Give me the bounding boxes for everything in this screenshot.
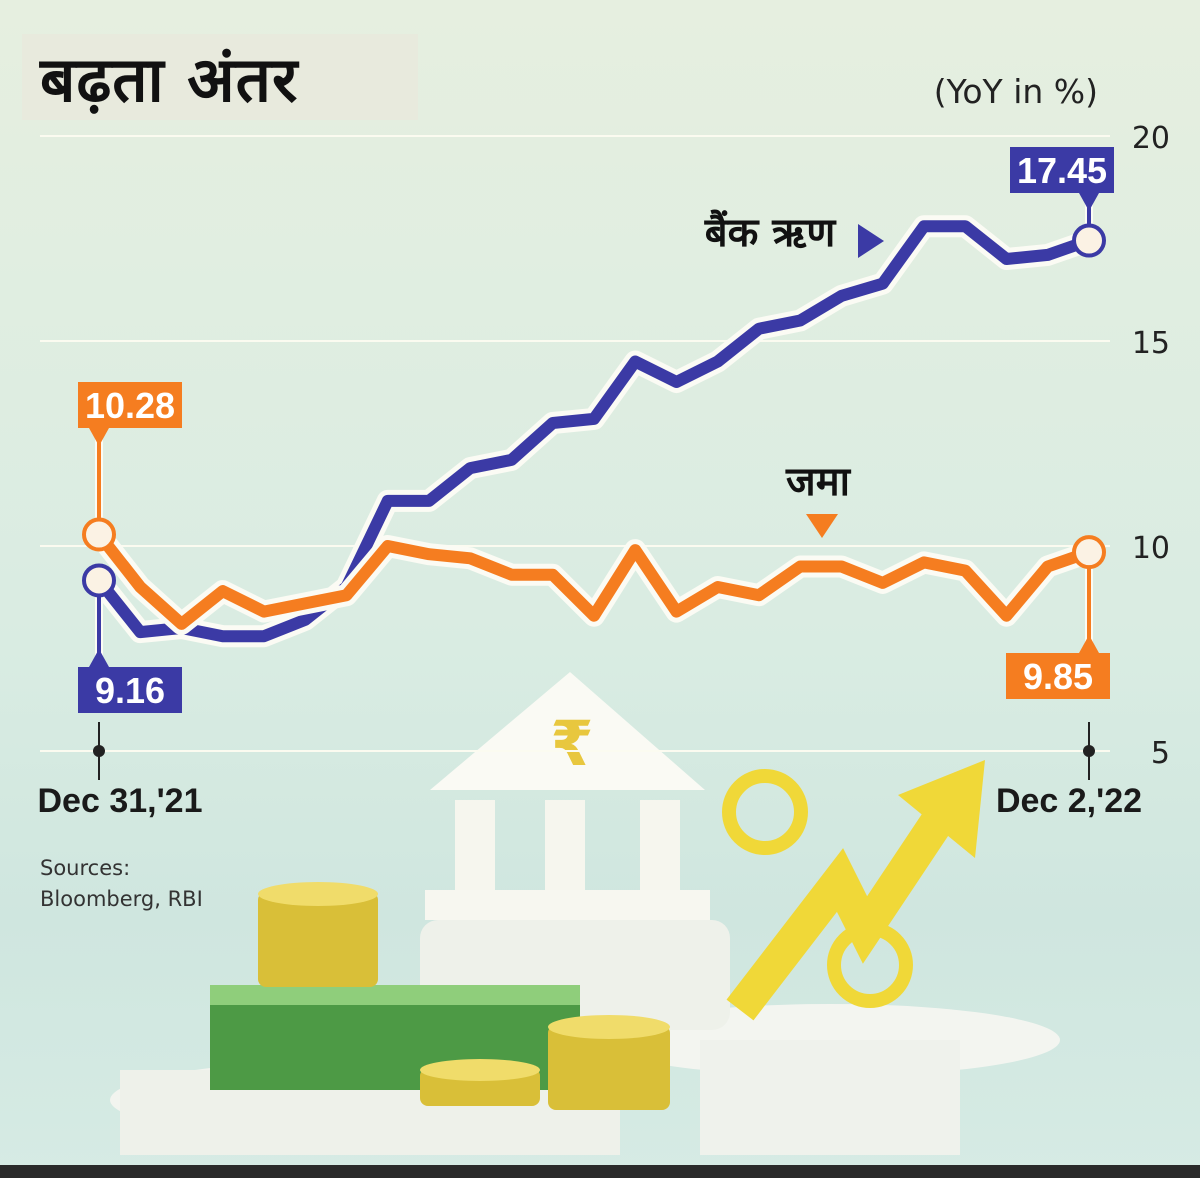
pedestal-right-body — [700, 1040, 960, 1155]
callout-pointer — [89, 649, 109, 667]
bank-roof — [430, 672, 705, 790]
sources-note: Sources: Bloomberg, RBI — [40, 853, 203, 915]
callout-pointer — [1079, 635, 1099, 653]
endpoint-marker — [1072, 535, 1106, 570]
rupee-icon: ₹ — [550, 707, 593, 780]
callout-value: 10.28 — [85, 385, 175, 426]
sources-heading: Sources: — [40, 856, 131, 880]
annotation-pointer-deposit — [806, 514, 838, 538]
annotation-pointer-loan — [858, 224, 884, 258]
growth-arrow-head-icon — [898, 760, 985, 858]
x-axis-tick-dot — [1083, 745, 1095, 757]
title-backdrop — [22, 34, 418, 120]
coin-stack — [258, 892, 378, 987]
series-line-loan — [93, 220, 1095, 643]
endpoint-marker — [1072, 223, 1106, 258]
coin-top — [420, 1059, 540, 1081]
callout-value: 9.16 — [95, 670, 165, 711]
growth-arrow-icon — [726, 800, 960, 1021]
callout-pointer — [1079, 193, 1099, 211]
callout-value: 17.45 — [1017, 150, 1107, 191]
y-tick-label: 5 — [1151, 736, 1170, 771]
endpoint-marker — [82, 563, 116, 598]
cash-stack-top — [210, 985, 580, 1005]
callout-pointer — [89, 428, 109, 446]
x-label-start: Dec 31,'21 — [38, 782, 203, 820]
chart-title: बढ़ता अंतर — [40, 43, 299, 116]
series-annotation-deposit: जमा — [785, 459, 852, 505]
percent-icon-circle — [722, 769, 808, 855]
endpoint-marker — [82, 517, 116, 552]
callout-box — [1006, 653, 1110, 699]
y-tick-label: 15 — [1132, 326, 1170, 361]
unit-label: (YoY in %) — [933, 72, 1098, 111]
series-annotation-loan: बैंक ऋण — [704, 209, 838, 256]
coin-top — [258, 882, 378, 906]
bottom-rule — [0, 1165, 1200, 1178]
x-axis-tick-dot — [93, 745, 105, 757]
bank-column — [640, 800, 680, 890]
coin-stack — [548, 1025, 670, 1110]
bank-base — [425, 890, 710, 920]
callout-box — [78, 667, 182, 713]
bank-column — [545, 800, 585, 890]
bank-column — [455, 800, 495, 890]
callout-box — [78, 382, 182, 428]
x-label-end: Dec 2,'22 — [996, 782, 1142, 820]
sources-list: Bloomberg, RBI — [40, 887, 203, 911]
callout-box — [1010, 147, 1114, 193]
callout-value: 9.85 — [1023, 656, 1093, 697]
y-tick-label: 20 — [1132, 121, 1170, 156]
series-line-deposit — [93, 528, 1095, 630]
y-tick-label: 10 — [1132, 531, 1170, 566]
coin-top — [548, 1015, 670, 1039]
